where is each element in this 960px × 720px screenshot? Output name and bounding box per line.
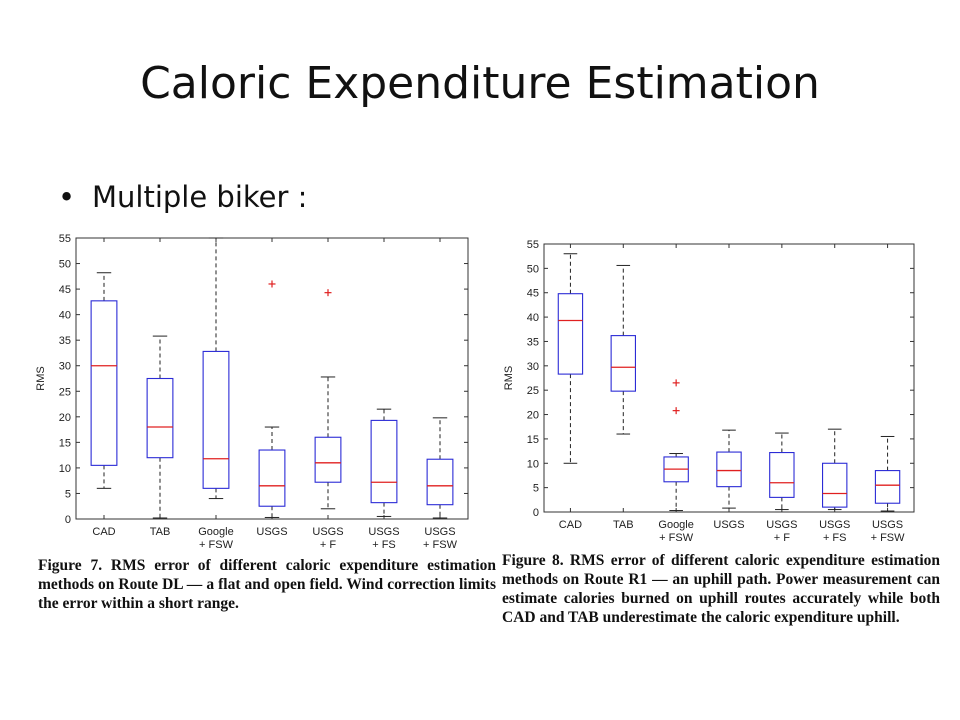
- iqr-box: [874, 470, 901, 504]
- y-tick-label: 45: [59, 284, 71, 296]
- outlier-marker: [672, 379, 680, 387]
- x-tick-label: USGS: [424, 526, 455, 538]
- iqr-box: [202, 350, 230, 489]
- iqr-box: [258, 449, 286, 507]
- y-tick-label: 35: [527, 336, 539, 348]
- x-tick-label: TAB: [150, 526, 171, 538]
- slide-title: Caloric Expenditure Estimation: [140, 58, 820, 109]
- plot-frame: [75, 237, 469, 520]
- y-tick-label: 50: [527, 263, 539, 275]
- x-tick-label: USGS: [368, 526, 399, 538]
- bullet-text: Multiple biker :: [92, 180, 308, 214]
- figure-7-caption: Figure 7. RMS error of different caloric…: [38, 557, 496, 612]
- x-tick-label: USGS: [713, 519, 744, 531]
- outlier-marker: [268, 280, 276, 288]
- x-tick-label: + F: [320, 539, 336, 551]
- iqr-box: [426, 458, 454, 506]
- y-tick-label: 25: [527, 385, 539, 397]
- x-tick-label: + F: [774, 532, 790, 544]
- plot-frame: [543, 243, 915, 513]
- bullet-dot-icon: •: [58, 180, 76, 214]
- x-tick-label: USGS: [766, 519, 797, 531]
- x-tick-label: + FS: [823, 532, 847, 544]
- iqr-box: [716, 451, 742, 488]
- y-tick-label: 10: [59, 463, 71, 475]
- x-tick-label: TAB: [613, 519, 634, 531]
- y-tick-label: 40: [527, 312, 539, 324]
- y-tick-label: 45: [527, 288, 539, 300]
- y-tick-label: 0: [533, 507, 539, 519]
- x-tick-label: + FS: [372, 539, 396, 551]
- iqr-box: [146, 377, 174, 459]
- iqr-box: [769, 452, 795, 498]
- bullet-item: • Multiple biker :: [58, 180, 307, 214]
- x-tick-label: CAD: [559, 519, 582, 531]
- outlier-marker: [672, 407, 680, 415]
- y-tick-label: 15: [527, 434, 539, 446]
- y-tick-label: 30: [59, 361, 71, 373]
- y-tick-label: 50: [59, 259, 71, 271]
- y-axis-label: RMS: [503, 366, 515, 390]
- y-tick-label: 40: [59, 310, 71, 322]
- figure-8-caption: Figure 8. RMS error of different caloric…: [502, 552, 940, 626]
- y-tick-label: 20: [59, 412, 71, 424]
- x-tick-label: USGS: [256, 526, 287, 538]
- y-tick-label: 10: [527, 458, 539, 470]
- x-tick-label: + FSW: [871, 532, 906, 544]
- iqr-box: [557, 293, 584, 375]
- x-tick-label: Google: [658, 519, 693, 531]
- y-tick-label: 5: [65, 488, 71, 500]
- y-tick-label: 55: [59, 233, 71, 245]
- x-tick-label: USGS: [312, 526, 343, 538]
- x-tick-label: USGS: [819, 519, 850, 531]
- iqr-box: [90, 300, 118, 466]
- y-tick-label: 5: [533, 483, 539, 495]
- x-tick-label: CAD: [92, 526, 115, 538]
- outlier-marker: [324, 289, 332, 297]
- y-tick-label: 15: [59, 437, 71, 449]
- y-tick-label: 0: [65, 514, 71, 526]
- y-tick-label: 20: [527, 410, 539, 422]
- iqr-box: [370, 419, 398, 504]
- x-tick-label: + FSW: [423, 539, 458, 551]
- y-tick-label: 30: [527, 361, 539, 373]
- y-axis-label: RMS: [35, 366, 47, 390]
- x-tick-label: USGS: [872, 519, 903, 531]
- iqr-box: [822, 462, 848, 508]
- y-tick-label: 55: [527, 239, 539, 251]
- x-tick-label: + FSW: [659, 532, 694, 544]
- iqr-box: [610, 335, 636, 392]
- y-tick-label: 35: [59, 335, 71, 347]
- x-tick-label: + FSW: [199, 539, 234, 551]
- x-tick-label: Google: [198, 526, 233, 538]
- y-tick-label: 25: [59, 386, 71, 398]
- iqr-box: [314, 436, 342, 483]
